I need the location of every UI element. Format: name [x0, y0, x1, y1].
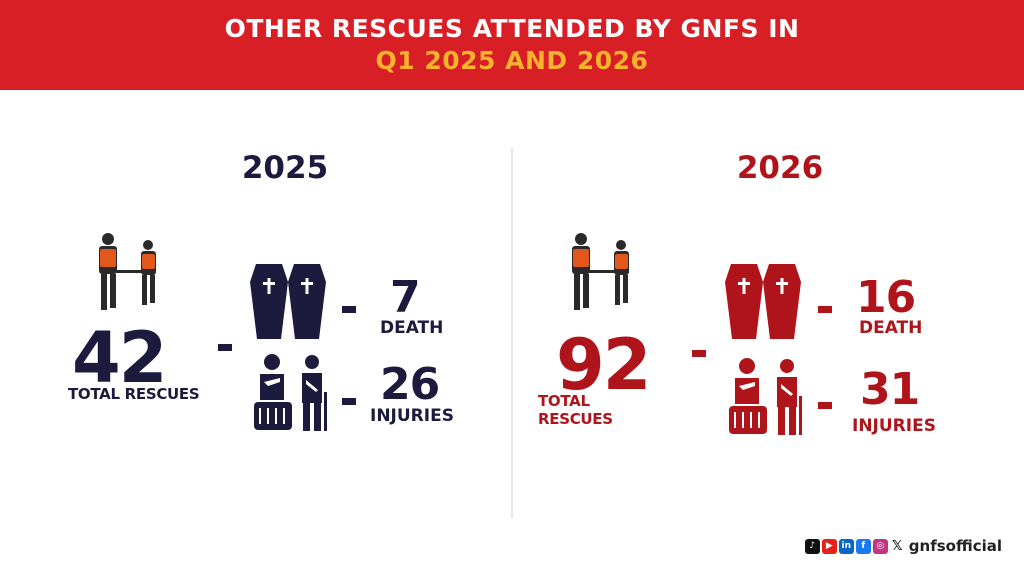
- rescuers-stretcher-icon: [99, 233, 156, 310]
- year-label: 2025: [241, 150, 329, 186]
- death-dash: [342, 306, 356, 313]
- social-handle[interactable]: gnfsofficial: [908, 537, 1002, 555]
- death-count: 16: [856, 272, 916, 323]
- title-banner: OTHER RESCUES ATTENDED BY GNFS IN Q1 202…: [0, 0, 1024, 90]
- title-line-2: Q1 2025 AND 2026: [375, 46, 649, 75]
- panel-divider: [511, 148, 513, 518]
- death-dash: [818, 306, 832, 313]
- injury-dash: [818, 402, 832, 409]
- injury-label: INJURIES: [370, 406, 454, 426]
- total-rescues-label: TOTAL RESCUES: [68, 385, 200, 403]
- injured-persons-icon: [254, 354, 327, 431]
- rescuers-stretcher-icon: [572, 233, 629, 310]
- youtube-icon[interactable]: ▶: [821, 538, 837, 554]
- injured-persons-icon: [729, 358, 802, 435]
- total-rescues-value: 42: [72, 317, 167, 399]
- coffin-icon: [725, 264, 801, 339]
- separator-dash: [218, 344, 232, 351]
- injury-count: 26: [380, 359, 440, 410]
- injury-label: INJURIES: [852, 416, 936, 436]
- panel-2026: 2026 92 TOTAL RESCUES 16: [538, 150, 936, 436]
- injury-dash: [342, 398, 356, 405]
- tiktok-icon[interactable]: ♪: [804, 538, 820, 554]
- instagram-icon[interactable]: ◎: [872, 538, 888, 554]
- death-label: DEATH: [859, 318, 923, 338]
- coffin-icon: [250, 264, 326, 339]
- x-icon[interactable]: 𝕏: [889, 538, 905, 554]
- year-label: 2026: [736, 150, 824, 186]
- social-footer: ♪ ▶ in f ◎ 𝕏 gnfsofficial: [804, 537, 1002, 555]
- linkedin-icon[interactable]: in: [838, 538, 854, 554]
- panel-2025: 2025 42 TOTAL RESCUES 7 D: [68, 150, 454, 431]
- total-rescues-value: 92: [556, 324, 651, 406]
- death-count: 7: [390, 272, 421, 323]
- total-rescues-label: TOTAL RESCUES: [538, 392, 613, 428]
- facebook-icon[interactable]: f: [855, 538, 871, 554]
- death-label: DEATH: [380, 318, 444, 338]
- injury-count: 31: [860, 364, 920, 415]
- separator-dash: [692, 350, 706, 357]
- title-line-1: OTHER RESCUES ATTENDED BY GNFS IN: [224, 14, 800, 43]
